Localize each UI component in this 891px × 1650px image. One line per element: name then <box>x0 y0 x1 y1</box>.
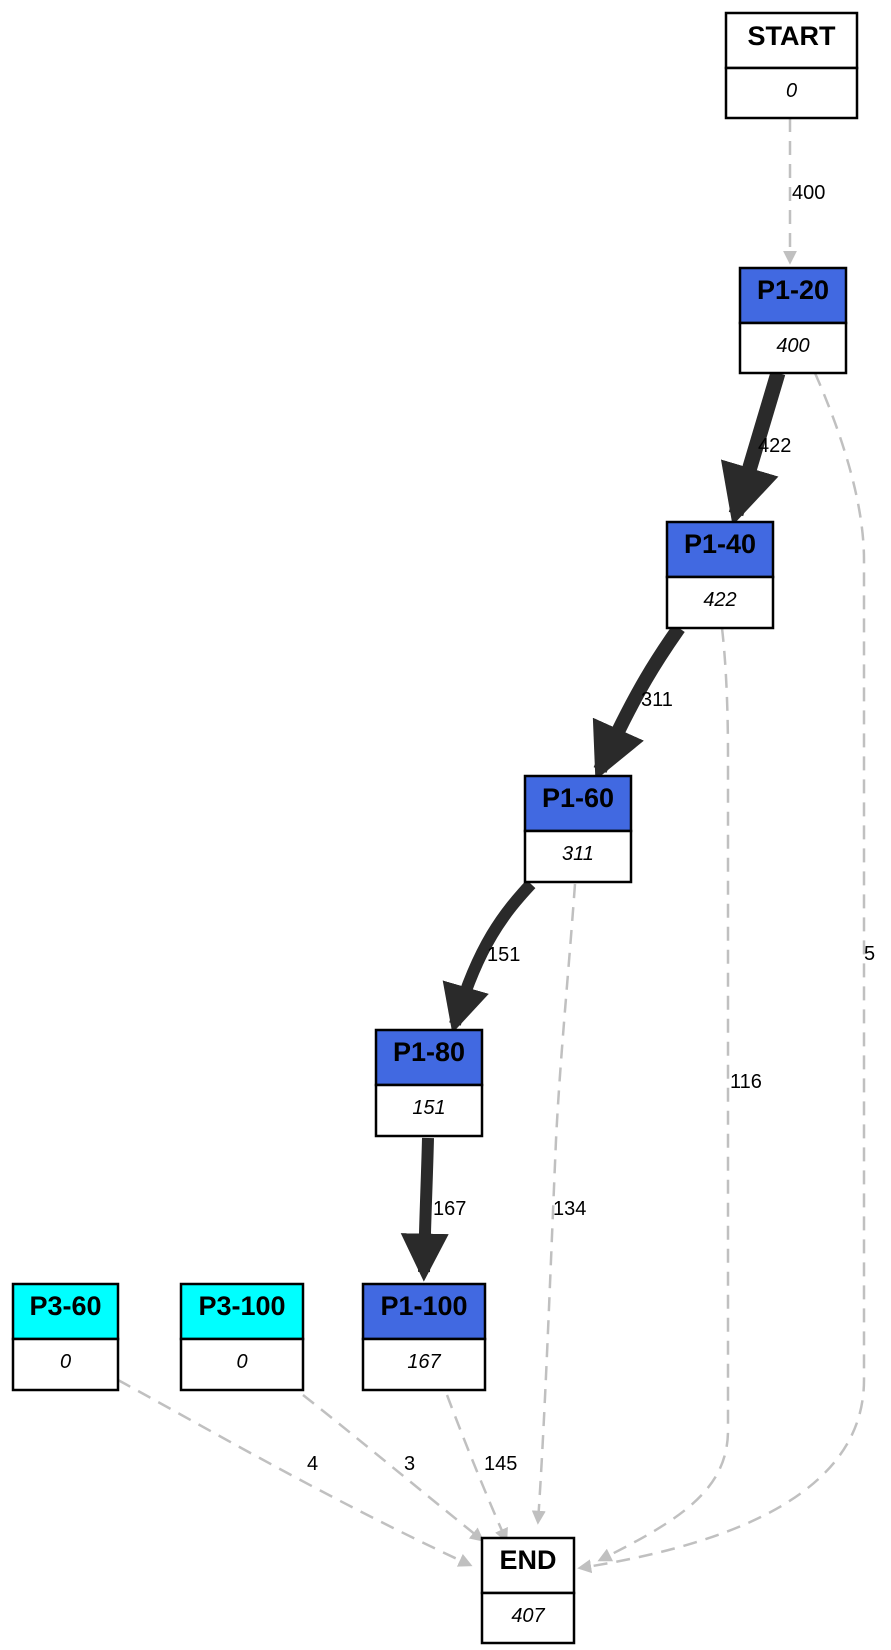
edge-p3-100-to-end <box>302 1394 485 1542</box>
edges-layer: 400 422 5 311 116 151 134 167 4 3 145 <box>117 118 875 1574</box>
node-label: P3-100 <box>198 1291 285 1321</box>
edge-label-p1-80-to-p1-100: 167 <box>433 1198 466 1220</box>
node-body <box>480 1591 576 1645</box>
edge-p1-20-to-end <box>577 372 866 1574</box>
node-count: 400 <box>776 335 809 357</box>
node-header <box>724 11 859 70</box>
edge-label-p1-40-to-end: 116 <box>730 1071 762 1093</box>
node-body <box>374 1083 484 1138</box>
node-header <box>11 1282 120 1341</box>
node-header <box>361 1282 487 1341</box>
node-header <box>665 520 775 579</box>
node-label: P1-80 <box>393 1037 465 1067</box>
node-label: START <box>748 21 836 51</box>
node-header <box>738 266 848 325</box>
edge-p1-60-to-p1-80 <box>442 879 536 1034</box>
node-count: 311 <box>562 843 594 865</box>
node-p1-80[interactable]: P1-80 151 <box>374 1028 484 1138</box>
edge-label-start-to-p1-20: 400 <box>792 182 825 204</box>
edge-label-p1-60-to-p1-80: 151 <box>487 944 520 966</box>
node-header <box>179 1282 305 1341</box>
edge-label-p3-100-to-end: 3 <box>404 1453 415 1475</box>
node-label: P3-60 <box>29 1291 101 1321</box>
node-body <box>179 1337 305 1392</box>
edge-label-p1-20-to-end: 5 <box>864 943 875 965</box>
edge-p1-40-to-end <box>597 627 730 1562</box>
node-label: P1-60 <box>542 783 614 813</box>
node-count: 407 <box>511 1605 545 1627</box>
node-body <box>724 66 859 120</box>
edge-p1-60-to-end <box>531 883 577 1525</box>
node-count: 167 <box>407 1351 441 1373</box>
node-start[interactable]: START 0 <box>724 11 859 120</box>
node-count: 0 <box>60 1351 71 1373</box>
node-p1-40[interactable]: P1-40 422 <box>665 520 775 630</box>
edge-p1-40-to-p1-60 <box>592 623 685 781</box>
node-p1-60[interactable]: P1-60 311 <box>523 774 633 884</box>
node-header <box>523 774 633 833</box>
edge-p1-80-to-p1-100 <box>400 1137 449 1282</box>
node-header <box>374 1028 484 1087</box>
node-body <box>361 1337 487 1392</box>
node-label: P1-40 <box>684 529 756 559</box>
edge-label-p1-100-to-end: 145 <box>484 1453 517 1475</box>
node-label: P1-100 <box>380 1291 467 1321</box>
node-label: P1-20 <box>757 275 829 305</box>
node-body <box>523 829 633 884</box>
node-end[interactable]: END 407 <box>480 1536 576 1645</box>
edge-label-p3-60-to-end: 4 <box>307 1453 318 1475</box>
node-count: 0 <box>236 1351 247 1373</box>
edge-p1-100-to-end <box>445 1394 508 1543</box>
node-count: 151 <box>412 1097 445 1119</box>
node-count: 422 <box>703 589 736 611</box>
edge-label-p1-60-to-end: 134 <box>553 1198 586 1220</box>
node-body <box>11 1337 120 1392</box>
edge-p3-60-to-end <box>117 1378 473 1567</box>
node-count: 0 <box>786 80 797 102</box>
node-header <box>480 1536 576 1595</box>
node-p3-60[interactable]: P3-60 0 <box>11 1282 120 1392</box>
nodes-layer: START 0 P1-20 400 P1-40 422 P1-60 311 <box>11 11 859 1645</box>
node-body <box>738 321 848 375</box>
edge-label-p1-40-to-p1-60: 311 <box>641 689 673 711</box>
node-p1-20[interactable]: P1-20 400 <box>738 266 848 375</box>
node-p3-100[interactable]: P3-100 0 <box>179 1282 305 1392</box>
edge-label-p1-20-to-p1-40: 422 <box>758 435 791 457</box>
node-label: END <box>499 1545 556 1575</box>
node-body <box>665 575 775 630</box>
edge-p1-20-to-p1-40 <box>720 370 786 526</box>
node-p1-100[interactable]: P1-100 167 <box>361 1282 487 1392</box>
